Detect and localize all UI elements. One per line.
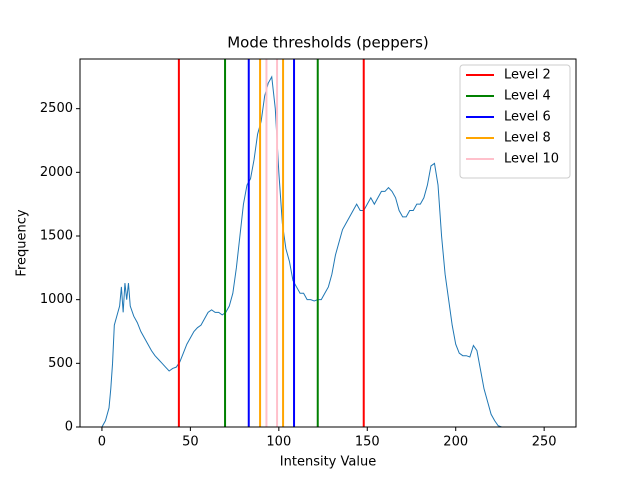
y-tick-label: 500 (48, 356, 73, 371)
x-tick-label: 50 (182, 435, 199, 450)
legend-label: Level 6 (504, 110, 551, 125)
x-tick-label: 200 (443, 435, 468, 450)
y-tick-label: 2000 (40, 165, 73, 180)
legend-label: Level 10 (504, 152, 559, 167)
y-tick-label: 1000 (40, 292, 73, 307)
x-tick-label: 0 (98, 435, 106, 450)
y-tick-label: 0 (65, 420, 73, 435)
x-tick-label: 100 (266, 435, 291, 450)
y-tick-label: 1500 (40, 228, 73, 243)
legend-label: Level 4 (504, 89, 551, 104)
legend-box (459, 64, 571, 179)
legend-label: Level 2 (504, 68, 551, 83)
chart-title: Mode thresholds (peppers) (227, 34, 429, 52)
legend-label: Level 8 (504, 131, 551, 146)
x-tick-label: 150 (355, 435, 380, 450)
y-tick-label: 2500 (40, 101, 73, 116)
x-tick-label: 250 (532, 435, 557, 450)
y-axis-label: Frequency (15, 209, 30, 276)
plot-frame (79, 58, 577, 428)
x-axis-label: Intensity Value (280, 455, 376, 470)
